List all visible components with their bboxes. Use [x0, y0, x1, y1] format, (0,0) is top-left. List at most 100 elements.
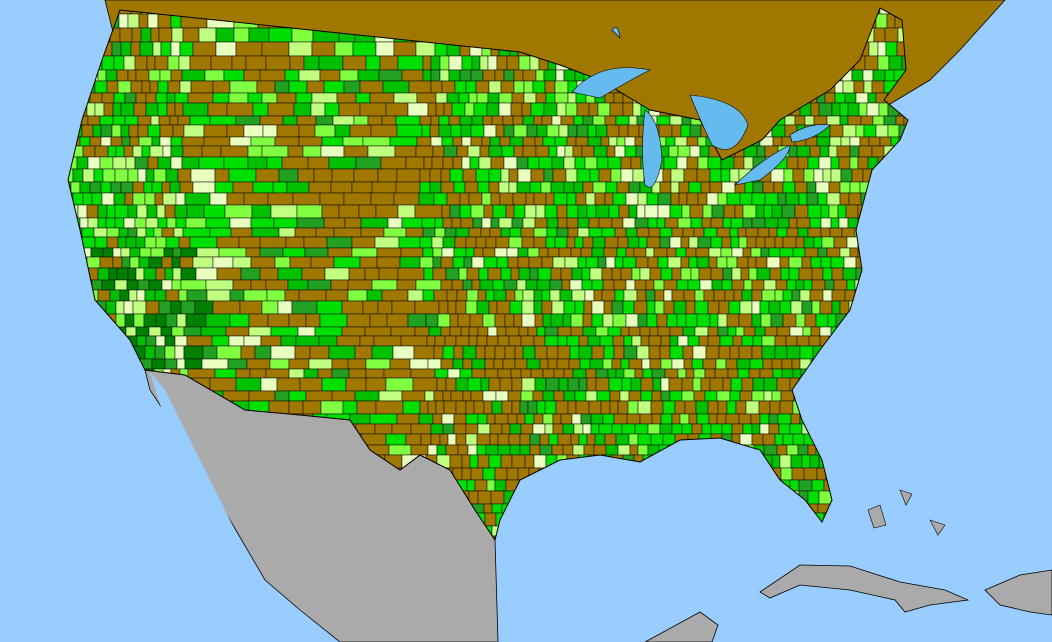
county — [779, 454, 792, 469]
county — [695, 247, 710, 258]
county — [498, 102, 512, 117]
county — [628, 181, 641, 194]
county — [819, 145, 830, 158]
county — [795, 279, 805, 291]
county — [610, 168, 622, 183]
county — [150, 27, 160, 43]
county — [534, 377, 547, 392]
county — [465, 433, 478, 446]
county — [738, 313, 753, 328]
county — [709, 168, 722, 183]
county — [681, 423, 693, 435]
county — [500, 168, 510, 183]
county — [229, 80, 258, 94]
county — [451, 217, 462, 229]
county — [476, 300, 490, 315]
county — [293, 102, 312, 117]
county — [822, 168, 832, 183]
county — [414, 300, 440, 315]
county — [637, 433, 652, 446]
county — [476, 92, 489, 104]
county — [493, 358, 504, 370]
county — [511, 400, 521, 415]
county — [288, 358, 310, 370]
county — [100, 124, 113, 138]
county — [463, 256, 473, 269]
county — [829, 124, 844, 138]
county — [636, 289, 647, 302]
county — [611, 358, 622, 370]
county — [453, 181, 466, 194]
county — [803, 236, 815, 249]
county — [387, 217, 403, 229]
county — [595, 326, 609, 337]
county — [483, 124, 497, 138]
county — [246, 358, 271, 370]
county — [178, 55, 191, 71]
county — [214, 168, 230, 183]
county — [600, 400, 611, 415]
county — [673, 300, 687, 315]
county — [158, 115, 171, 126]
county — [374, 423, 393, 435]
county — [144, 192, 156, 206]
county — [771, 358, 783, 370]
county — [799, 289, 811, 302]
county — [249, 368, 267, 379]
county — [853, 80, 865, 94]
county — [421, 217, 436, 229]
county — [771, 454, 781, 469]
county — [694, 289, 705, 302]
county — [560, 115, 575, 126]
county — [269, 358, 290, 370]
county — [486, 413, 496, 425]
county — [166, 92, 176, 104]
county — [132, 181, 145, 194]
county — [696, 256, 710, 269]
county — [339, 69, 359, 82]
county — [100, 136, 112, 147]
county — [362, 300, 379, 315]
county — [412, 377, 438, 392]
county — [450, 124, 462, 138]
county — [462, 345, 477, 360]
county — [851, 168, 864, 183]
county — [802, 326, 812, 337]
county — [482, 313, 496, 328]
county — [494, 69, 505, 82]
county — [497, 335, 510, 347]
county — [438, 115, 450, 126]
county — [849, 136, 861, 147]
county — [566, 217, 579, 229]
county — [386, 313, 409, 328]
county — [702, 358, 717, 370]
county — [586, 377, 597, 392]
county — [480, 227, 491, 238]
county — [420, 433, 432, 446]
county — [135, 326, 150, 337]
county — [611, 217, 624, 229]
county — [614, 256, 624, 269]
county — [130, 41, 141, 57]
county — [123, 145, 134, 158]
county — [548, 433, 559, 446]
county — [678, 181, 690, 194]
county — [756, 267, 771, 281]
county — [438, 300, 449, 315]
county — [89, 136, 102, 147]
county — [571, 289, 586, 302]
county — [235, 115, 261, 126]
county — [807, 204, 822, 219]
county — [623, 345, 638, 360]
county — [733, 289, 743, 302]
county — [226, 192, 245, 206]
county — [614, 289, 625, 302]
county — [648, 335, 662, 347]
county — [370, 192, 395, 206]
county — [536, 279, 551, 291]
county — [751, 390, 765, 402]
county — [336, 92, 357, 104]
county — [563, 300, 576, 315]
county — [751, 300, 761, 315]
county — [585, 390, 598, 402]
